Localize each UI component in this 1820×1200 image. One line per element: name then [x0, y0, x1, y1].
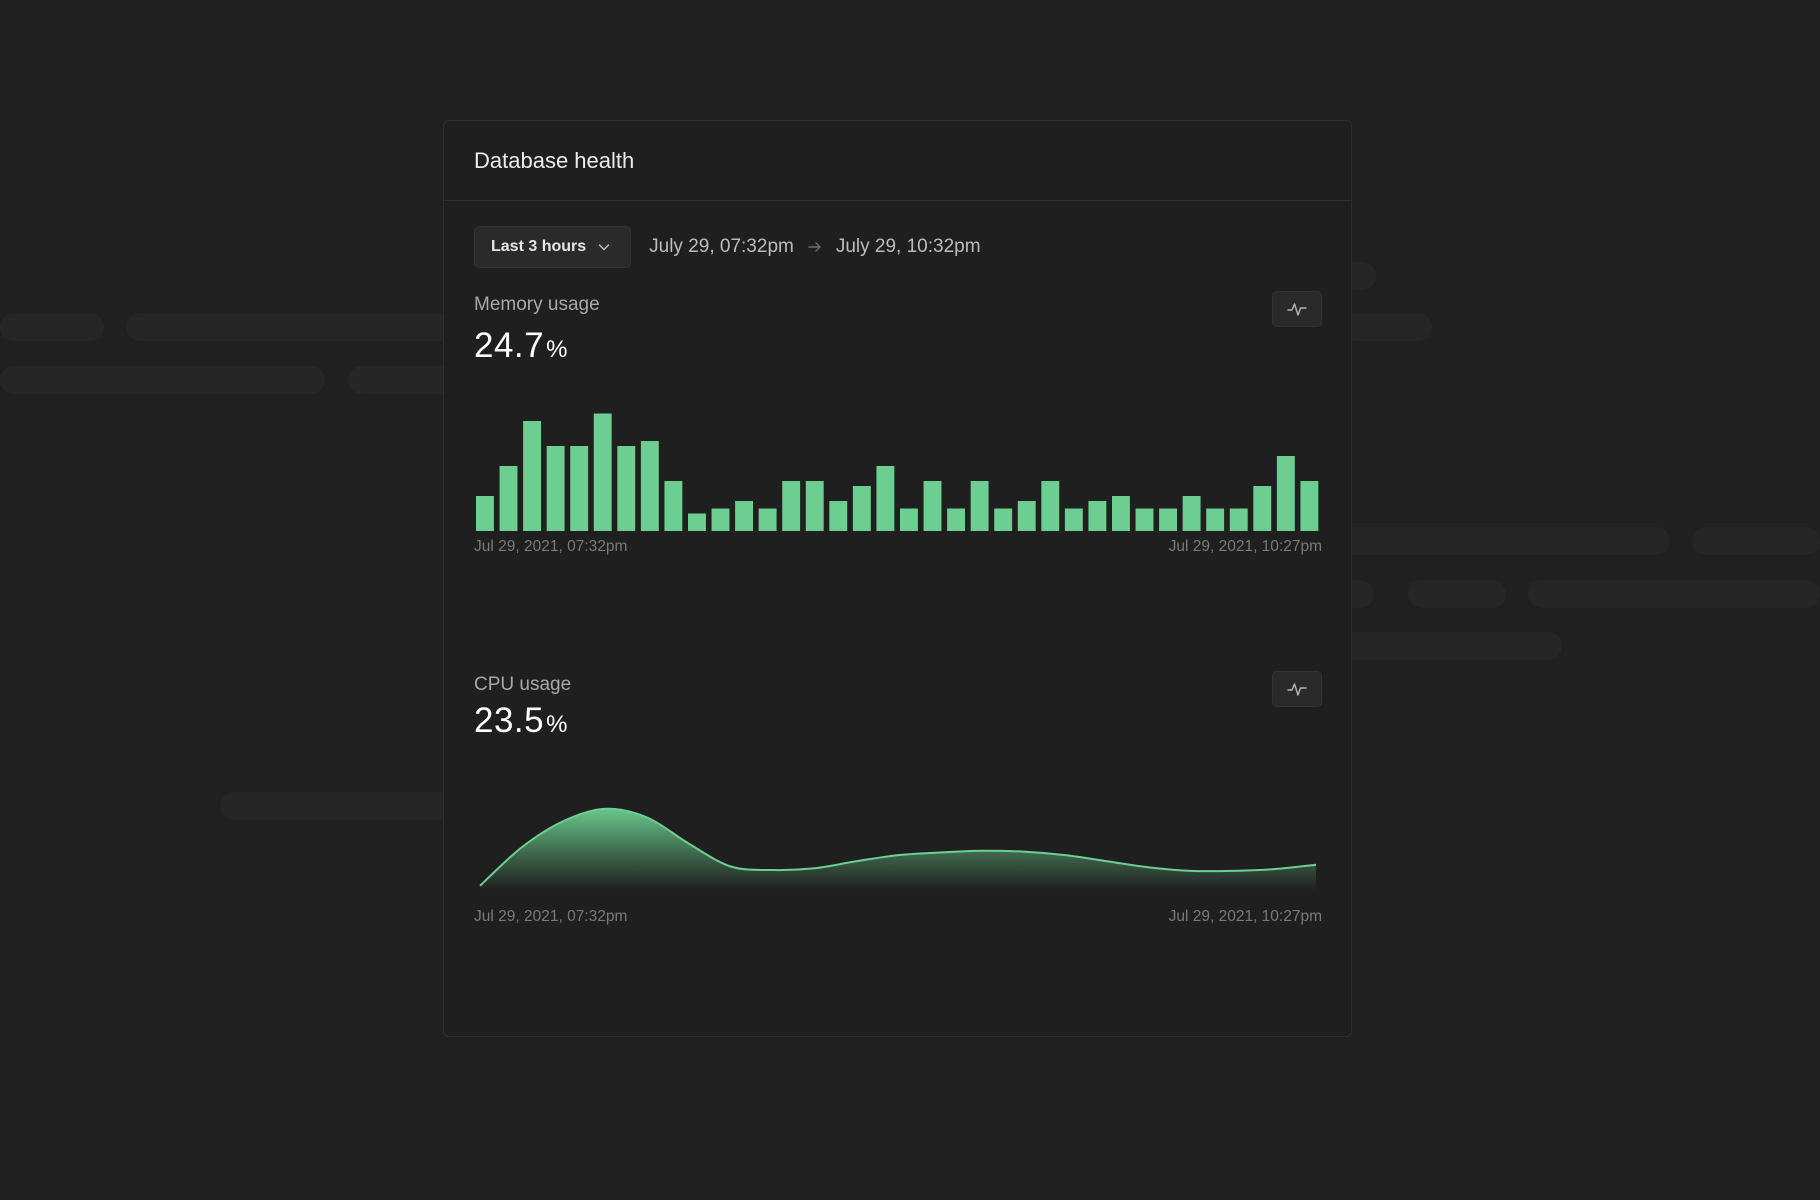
memory-bar[interactable] [829, 501, 848, 531]
activity-icon [1287, 303, 1307, 316]
memory-value-number: 24.7 [474, 326, 545, 365]
cpu-axis-end-label: Jul 29, 2021, 10:27pm [1168, 908, 1322, 925]
memory-bar[interactable] [593, 413, 612, 532]
memory-bar[interactable] [994, 508, 1013, 532]
background-placeholder [126, 313, 456, 341]
memory-usage-bar-chart [476, 413, 1319, 532]
memory-bar[interactable] [640, 441, 659, 531]
memory-bar[interactable] [735, 501, 754, 531]
time-range-toolbar: Last 3 hours July 29, 07:32pm July 29, 1… [474, 226, 981, 268]
memory-bar[interactable] [1064, 508, 1083, 532]
memory-usage-section: Memory usage 24.7% Jul 29, 2021, 07:32pm… [474, 291, 1322, 561]
background-placeholder [1340, 632, 1562, 660]
memory-bar[interactable] [570, 446, 589, 531]
memory-usage-value: 24.7% [474, 326, 1322, 366]
background-placeholder [0, 366, 325, 394]
cpu-usage-value: 23.5% [474, 701, 1322, 741]
memory-bar[interactable] [664, 481, 683, 531]
memory-bar[interactable] [1135, 508, 1154, 532]
memory-bar[interactable] [805, 481, 824, 531]
background-placeholder [1408, 580, 1506, 608]
memory-bar[interactable] [617, 446, 636, 531]
memory-bar[interactable] [876, 466, 895, 531]
cpu-series-line[interactable] [479, 807, 1317, 887]
memory-bar[interactable] [970, 481, 989, 531]
memory-bar[interactable] [1088, 501, 1107, 531]
memory-usage-label: Memory usage [474, 294, 600, 315]
memory-bar[interactable] [476, 496, 494, 531]
memory-bar[interactable] [1206, 508, 1225, 532]
memory-bar[interactable] [1300, 481, 1319, 531]
cpu-value-number: 23.5 [474, 701, 545, 740]
background-placeholder [1692, 527, 1820, 555]
memory-bar[interactable] [1276, 456, 1295, 531]
memory-bar[interactable] [1253, 486, 1272, 531]
memory-bar[interactable] [546, 446, 565, 531]
cpu-usage-area-chart [479, 807, 1317, 891]
memory-bar[interactable] [900, 508, 918, 532]
background-placeholder [1528, 580, 1820, 608]
background-placeholder [220, 792, 460, 820]
cpu-usage-label: CPU usage [474, 674, 572, 695]
memory-value-unit: % [546, 336, 568, 363]
memory-axis-start-label: Jul 29, 2021, 07:32pm [474, 538, 628, 555]
memory-chart-toggle-button[interactable] [1272, 291, 1322, 327]
memory-bar[interactable] [688, 513, 706, 532]
date-range-start: July 29, 07:32pm [649, 236, 794, 257]
memory-axis-end-label: Jul 29, 2021, 10:27pm [1168, 538, 1322, 555]
cpu-usage-section: CPU usage 23.5% Jul 29, 2021, 07:32pm Ju… [474, 671, 1322, 941]
memory-bar[interactable] [1041, 481, 1060, 531]
database-health-panel: Database health Last 3 hours July 29, 07… [443, 120, 1352, 1037]
memory-bar[interactable] [1182, 496, 1201, 531]
background-placeholder [1340, 313, 1432, 341]
cpu-area-fill [480, 808, 1316, 891]
memory-bar[interactable] [852, 486, 871, 531]
memory-bar[interactable] [499, 466, 518, 531]
memory-bar[interactable] [1112, 496, 1130, 531]
memory-bar[interactable] [758, 508, 777, 532]
date-range-end: July 29, 10:32pm [835, 236, 981, 257]
memory-bar[interactable] [1159, 508, 1178, 532]
activity-icon [1287, 683, 1307, 696]
time-range-dropdown[interactable]: Last 3 hours [474, 226, 632, 268]
memory-bar[interactable] [523, 421, 542, 531]
memory-bar[interactable] [1229, 508, 1248, 532]
cpu-chart-toggle-button[interactable] [1272, 671, 1322, 707]
memory-bar[interactable] [947, 508, 966, 532]
arrow-right-icon [808, 242, 821, 252]
memory-bar[interactable] [782, 481, 801, 531]
memory-bar[interactable] [1017, 501, 1036, 531]
time-range-label: Last 3 hours [491, 238, 587, 255]
background-placeholder [1340, 527, 1670, 555]
chevron-down-icon [598, 244, 610, 251]
panel-header: Database health [444, 121, 1351, 201]
background-placeholder [348, 366, 458, 394]
memory-bar[interactable] [923, 481, 942, 531]
background-placeholder [0, 313, 104, 341]
memory-bar[interactable] [711, 508, 730, 532]
cpu-value-unit: % [546, 711, 568, 738]
cpu-axis-start-label: Jul 29, 2021, 07:32pm [474, 908, 628, 925]
panel-title: Database health [474, 147, 635, 173]
